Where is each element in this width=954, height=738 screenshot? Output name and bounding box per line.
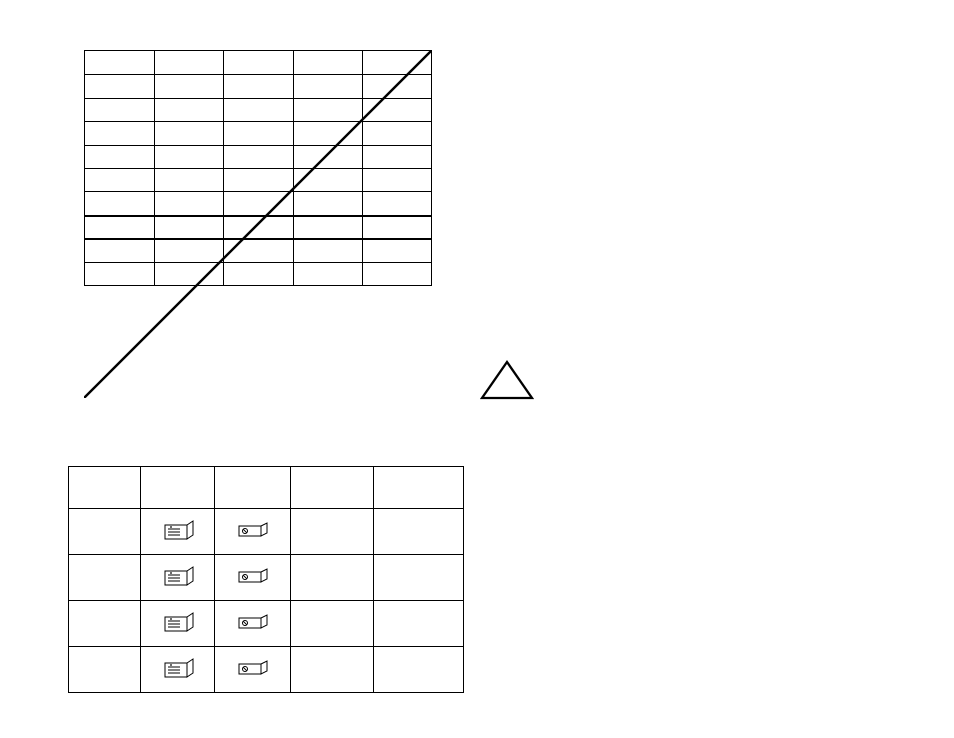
chart-grid-line <box>85 98 431 99</box>
table-cell <box>214 555 290 601</box>
table-header-row <box>69 467 464 509</box>
chart-grid-line <box>85 121 431 122</box>
table-header-cell <box>374 467 464 509</box>
table-cell <box>69 509 141 555</box>
table-row <box>69 601 464 647</box>
table-cell <box>69 601 141 647</box>
table-cell <box>214 647 290 693</box>
terminal-block-icon <box>235 614 269 634</box>
warning-triangle-icon <box>480 360 534 400</box>
table-cell <box>374 555 464 601</box>
table-row <box>69 555 464 601</box>
plug-connector-icon <box>160 566 194 590</box>
plug-connector-icon <box>160 658 194 682</box>
line-chart <box>84 50 432 286</box>
table-cell <box>140 555 214 601</box>
table-header-cell <box>140 467 214 509</box>
table-header-cell <box>214 467 290 509</box>
chart-grid-line <box>85 145 431 146</box>
chart-grid-line <box>85 262 431 263</box>
chart-grid-line <box>85 191 431 192</box>
chart-grid-line-heavy <box>85 238 431 240</box>
table-cell <box>290 647 374 693</box>
table-row <box>69 647 464 693</box>
table-row <box>69 509 464 555</box>
table-cell <box>374 509 464 555</box>
chart-grid <box>84 50 432 286</box>
table-cell <box>140 647 214 693</box>
table-cell <box>140 509 214 555</box>
chart-grid-line <box>85 74 431 75</box>
terminal-block-icon <box>235 660 269 680</box>
plug-connector-icon <box>160 612 194 636</box>
terminal-block-icon <box>235 568 269 588</box>
chart-grid-line-heavy <box>85 215 431 217</box>
plug-connector-icon <box>160 520 194 544</box>
table-cell <box>374 647 464 693</box>
table-cell <box>69 647 141 693</box>
table-cell <box>374 601 464 647</box>
table-cell <box>214 509 290 555</box>
chart-grid-line <box>85 168 431 169</box>
table-cell <box>290 509 374 555</box>
table-cell <box>140 601 214 647</box>
table-cell <box>290 601 374 647</box>
table-cell <box>69 555 141 601</box>
connector-table <box>68 466 464 693</box>
table-header-cell <box>290 467 374 509</box>
terminal-block-icon <box>235 522 269 542</box>
table-cell <box>290 555 374 601</box>
table-header-cell <box>69 467 141 509</box>
table-cell <box>214 601 290 647</box>
